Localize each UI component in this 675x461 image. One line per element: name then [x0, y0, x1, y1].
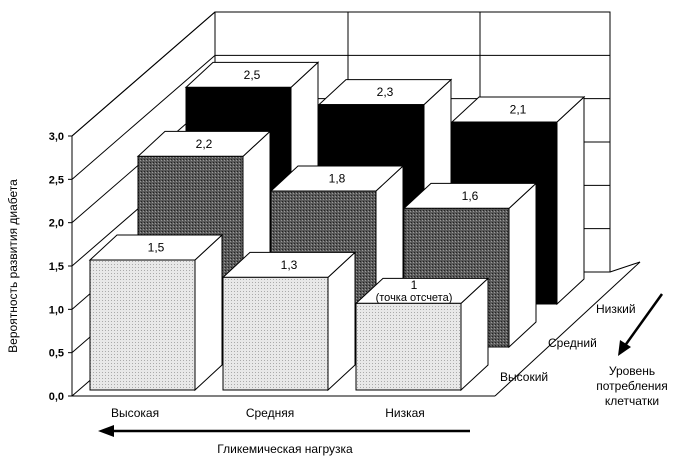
bar-high-fiber-3: 1(точка отсчета)	[354, 277, 490, 392]
bar-front	[355, 302, 462, 391]
y-tick-label: 0,0	[49, 391, 64, 403]
bar-high-fiber-1: 1,5	[88, 233, 224, 392]
depth-axis-arrow	[618, 293, 664, 356]
data-label: 1,8	[329, 172, 346, 186]
bar-side	[508, 182, 537, 349]
bar-front	[89, 259, 196, 391]
bar-front	[222, 276, 329, 391]
data-label: 2,5	[244, 68, 261, 82]
x-tick-label: Высокая	[111, 406, 159, 420]
depth-axis-label-2: потребления	[596, 379, 667, 393]
left-wall-top	[71, 11, 216, 137]
data-label: 1	[411, 278, 418, 292]
x-axis-arrow	[98, 425, 470, 437]
bar-side	[556, 95, 585, 306]
bar-medium-fiber-3: 1,6	[402, 182, 538, 349]
bars: Низкий 2,5 2,3 2,1 Средний 2,2 1,8 1,6 Высокий 1,…	[88, 61, 636, 392]
data-label-annotation: (точка отсчета)	[376, 292, 453, 304]
x-axis-label: Гликемическая нагрузка	[217, 442, 353, 456]
left-wall-gridline	[71, 54, 216, 180]
data-label: 1,5	[148, 241, 165, 255]
labels: Высокая Средняя Низкая	[111, 406, 425, 420]
floor-back-edge	[609, 261, 641, 273]
row-label-high: Высокий	[500, 370, 548, 384]
y-tick-label: 3,0	[49, 131, 64, 143]
data-label: 1,6	[462, 189, 479, 203]
depth-axis-label-3: клетчатки	[605, 394, 659, 408]
row-label-low: Низкий	[596, 302, 636, 316]
bar-side	[194, 233, 223, 392]
floor-right-edge	[494, 261, 641, 397]
row-label-medium: Средний	[548, 336, 597, 350]
y-tick-label: 2,0	[49, 218, 64, 230]
y-tick-label: 0,5	[49, 348, 64, 360]
data-label: 2,1	[510, 103, 527, 117]
y-tick-label: 1,0	[49, 304, 64, 316]
data-label: 1,3	[281, 258, 298, 272]
depth-axis-label-1: Уровень	[609, 364, 655, 378]
x-tick-label: Низкая	[385, 406, 425, 420]
bar-high-fiber-2: 1,3	[221, 251, 357, 392]
data-label: 2,2	[196, 137, 213, 151]
y-axis-label: Вероятность развития диабета	[6, 179, 20, 353]
y-tick-label: 1,5	[49, 261, 64, 273]
data-label: 2,3	[377, 85, 394, 99]
y-tick-label: 2,5	[49, 174, 64, 186]
x-tick-label: Средняя	[246, 406, 294, 420]
